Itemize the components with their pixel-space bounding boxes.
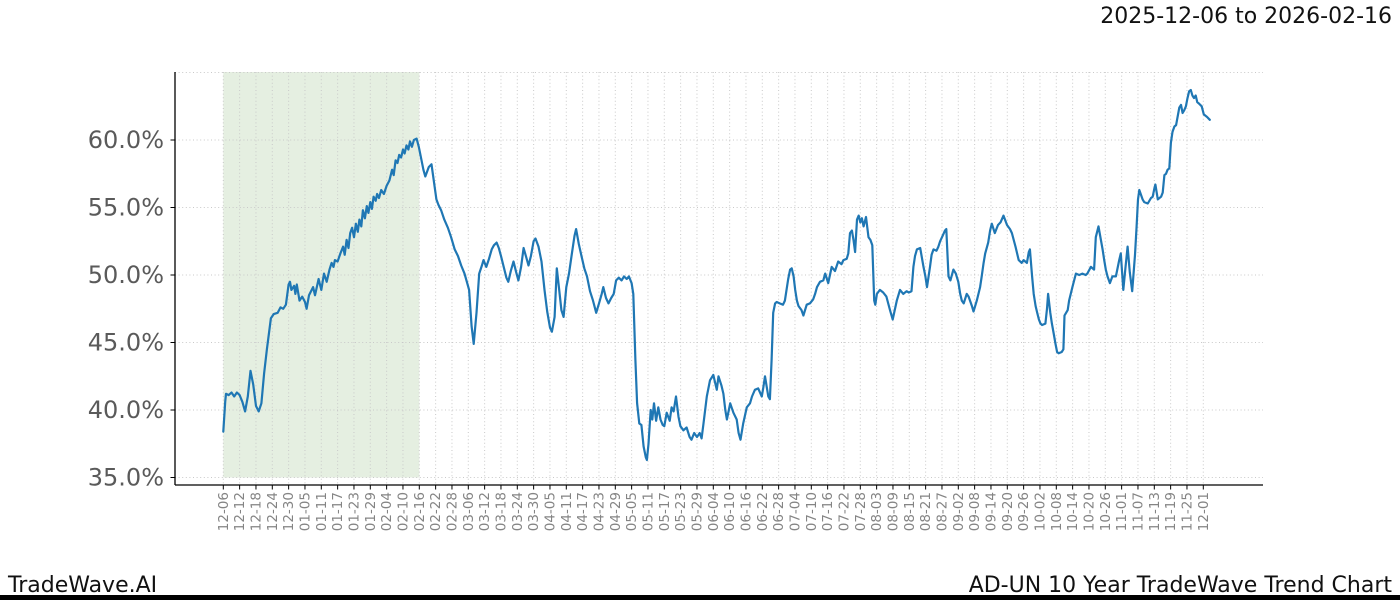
gridlines bbox=[175, 72, 1263, 485]
x-tick-label: 01-11 bbox=[314, 492, 330, 531]
chart-title: AD-UN 10 Year TradeWave Trend Chart bbox=[968, 573, 1392, 598]
x-tick-label: 06-22 bbox=[755, 492, 771, 531]
x-tick-label: 01-05 bbox=[297, 492, 313, 531]
brand-label: TradeWave.AI bbox=[8, 573, 158, 598]
y-tick-label: 60.0% bbox=[88, 126, 164, 154]
x-tick-label: 11-13 bbox=[1147, 492, 1163, 531]
y-tick-label: 40.0% bbox=[88, 396, 164, 424]
x-tick-labels: 12-06 12-12 12-18 12-24 12-30 01-05 01-11 01-17… bbox=[216, 492, 1212, 531]
x-tick-label: 07-22 bbox=[836, 492, 852, 531]
x-tick-label: 12-12 bbox=[232, 492, 248, 531]
x-tick-label: 08-27 bbox=[934, 492, 950, 531]
x-tick-label: 12-06 bbox=[216, 492, 232, 531]
y-tick-labels: 35.0% 40.0% 45.0% 50.0% 55.0% 60.0% bbox=[88, 126, 164, 492]
x-tick-label: 06-28 bbox=[771, 492, 787, 531]
x-tick-label: 05-11 bbox=[640, 492, 656, 531]
x-tick-label: 11-01 bbox=[1114, 492, 1130, 531]
y-tick-label: 35.0% bbox=[88, 464, 164, 492]
x-tick-label: 06-04 bbox=[706, 492, 722, 531]
x-tick-label: 10-02 bbox=[1032, 492, 1048, 531]
x-tick-label: 03-30 bbox=[526, 492, 542, 531]
x-tick-label: 04-29 bbox=[608, 492, 624, 531]
x-tick-label: 04-11 bbox=[559, 492, 575, 531]
x-tick-label: 12-01 bbox=[1196, 492, 1212, 531]
x-tick-label: 12-30 bbox=[281, 492, 297, 531]
x-tick-label: 07-04 bbox=[787, 492, 803, 531]
axes bbox=[174, 72, 1263, 486]
x-tick-label: 09-14 bbox=[983, 492, 999, 531]
date-range-label: 2025-12-06 to 2026-02-16 bbox=[1100, 4, 1392, 29]
x-tick-label: 04-17 bbox=[575, 492, 591, 531]
x-tick-label: 09-08 bbox=[967, 492, 983, 531]
x-tick-label: 07-28 bbox=[853, 492, 869, 531]
x-tick-label: 03-06 bbox=[461, 492, 477, 531]
x-tick-label: 01-29 bbox=[363, 492, 379, 531]
x-tick-label: 09-26 bbox=[1016, 492, 1032, 531]
x-tick-label: 10-14 bbox=[1065, 492, 1081, 531]
x-tick-label: 06-10 bbox=[722, 492, 738, 531]
x-tick-label: 12-18 bbox=[248, 492, 264, 531]
x-tick-label: 05-23 bbox=[673, 492, 689, 531]
x-tick-label: 01-17 bbox=[330, 492, 346, 531]
x-tick-label: 10-26 bbox=[1098, 492, 1114, 531]
x-tick-label: 08-03 bbox=[869, 492, 885, 531]
x-tick-label: 04-05 bbox=[542, 492, 558, 531]
y-tick-label: 50.0% bbox=[88, 261, 164, 289]
x-tick-label: 10-08 bbox=[1049, 492, 1065, 531]
x-tick-label: 03-24 bbox=[510, 492, 526, 531]
highlight-region bbox=[223, 72, 420, 478]
x-tick-label: 04-23 bbox=[591, 492, 607, 531]
x-tick-label: 12-24 bbox=[265, 492, 281, 531]
x-tick-label: 06-16 bbox=[738, 492, 754, 531]
tick-marks bbox=[170, 139, 1204, 490]
x-tick-label: 10-20 bbox=[1081, 492, 1097, 531]
y-tick-label: 45.0% bbox=[88, 329, 164, 357]
x-tick-label: 11-25 bbox=[1179, 492, 1195, 531]
x-tick-label: 05-17 bbox=[657, 492, 673, 531]
x-tick-label: 07-16 bbox=[820, 492, 836, 531]
x-tick-label: 03-12 bbox=[477, 492, 493, 531]
x-tick-label: 02-04 bbox=[379, 492, 395, 531]
x-tick-label: 02-10 bbox=[395, 492, 411, 531]
x-tick-label: 07-10 bbox=[804, 492, 820, 531]
x-tick-label: 05-29 bbox=[689, 492, 705, 531]
x-tick-label: 09-20 bbox=[1000, 492, 1016, 531]
x-tick-label: 11-07 bbox=[1130, 492, 1146, 531]
bottom-bar bbox=[0, 595, 1400, 600]
x-tick-label: 02-22 bbox=[428, 492, 444, 531]
x-tick-label: 02-16 bbox=[412, 492, 428, 531]
x-tick-label: 08-21 bbox=[918, 492, 934, 531]
x-tick-label: 08-15 bbox=[902, 492, 918, 531]
x-tick-label: 05-05 bbox=[624, 492, 640, 531]
x-tick-label: 02-28 bbox=[444, 492, 460, 531]
x-tick-label: 08-09 bbox=[885, 492, 901, 531]
x-tick-label: 01-23 bbox=[346, 492, 362, 531]
x-tick-label: 11-19 bbox=[1163, 492, 1179, 531]
x-tick-label: 09-02 bbox=[951, 492, 967, 531]
y-tick-label: 55.0% bbox=[88, 194, 164, 222]
trend-line bbox=[222, 88, 1211, 462]
x-tick-label: 03-18 bbox=[493, 492, 509, 531]
